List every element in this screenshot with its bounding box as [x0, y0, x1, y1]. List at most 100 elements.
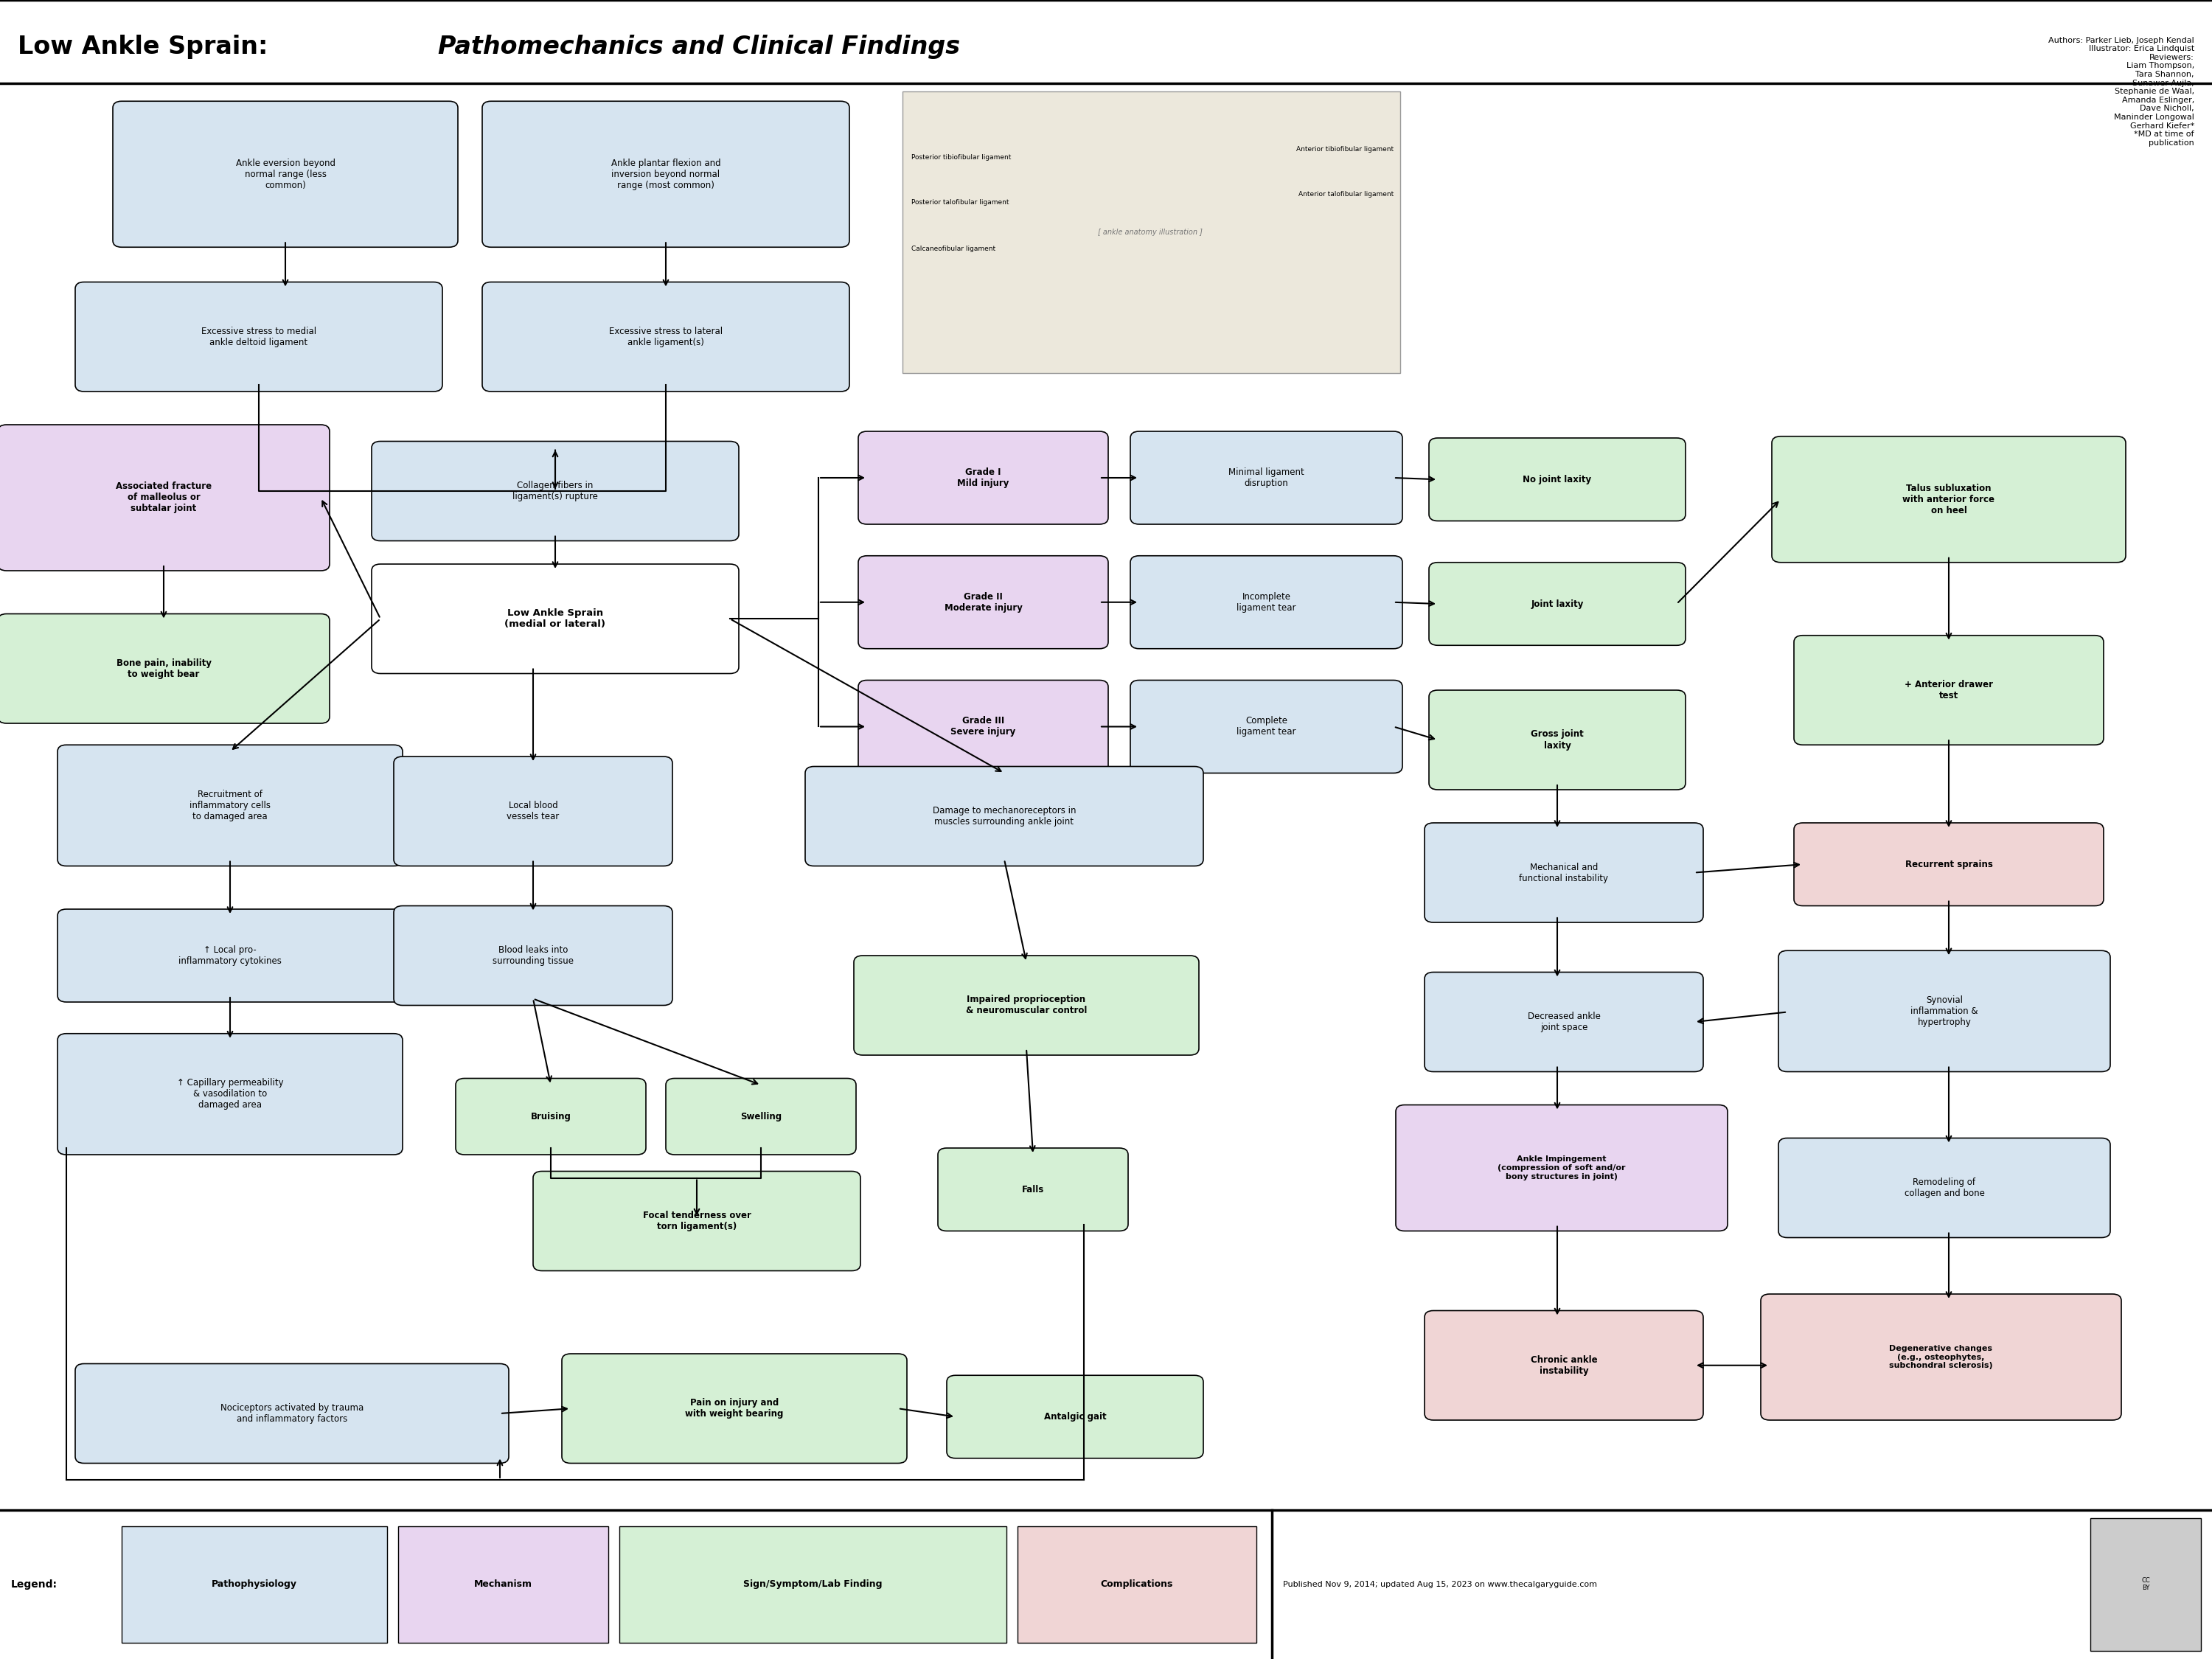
FancyBboxPatch shape — [902, 91, 1400, 373]
FancyBboxPatch shape — [1396, 1105, 1728, 1231]
FancyBboxPatch shape — [75, 1364, 509, 1463]
Text: Low Ankle Sprain
(medial or lateral): Low Ankle Sprain (medial or lateral) — [504, 609, 606, 629]
FancyBboxPatch shape — [122, 1526, 387, 1642]
Text: Ankle plantar flexion and
inversion beyond normal
range (most common): Ankle plantar flexion and inversion beyo… — [611, 158, 721, 191]
FancyBboxPatch shape — [1425, 823, 1703, 922]
FancyBboxPatch shape — [805, 766, 1203, 866]
Text: Mechanical and
functional instability: Mechanical and functional instability — [1520, 863, 1608, 883]
FancyBboxPatch shape — [0, 425, 330, 571]
FancyBboxPatch shape — [394, 757, 672, 866]
Text: Anterior tibiofibular ligament: Anterior tibiofibular ligament — [1296, 146, 1394, 153]
FancyBboxPatch shape — [1425, 972, 1703, 1072]
Text: Pathomechanics and Clinical Findings: Pathomechanics and Clinical Findings — [438, 35, 960, 58]
Text: Bone pain, inability
to weight bear: Bone pain, inability to weight bear — [115, 659, 212, 679]
Text: Damage to mechanoreceptors in
muscles surrounding ankle joint: Damage to mechanoreceptors in muscles su… — [933, 806, 1075, 826]
Text: Impaired proprioception
& neuromuscular control: Impaired proprioception & neuromuscular … — [967, 995, 1086, 1015]
FancyBboxPatch shape — [1429, 690, 1686, 790]
Text: Decreased ankle
joint space: Decreased ankle joint space — [1528, 1012, 1599, 1032]
Text: Pain on injury and
with weight bearing: Pain on injury and with weight bearing — [686, 1399, 783, 1418]
FancyBboxPatch shape — [398, 1526, 608, 1642]
Text: Posterior talofibular ligament: Posterior talofibular ligament — [911, 199, 1009, 206]
Text: Collagen fibers in
ligament(s) rupture: Collagen fibers in ligament(s) rupture — [513, 481, 597, 501]
FancyBboxPatch shape — [372, 564, 739, 674]
Text: + Anterior drawer
test: + Anterior drawer test — [1905, 680, 1993, 700]
FancyBboxPatch shape — [947, 1375, 1203, 1458]
Text: Falls: Falls — [1022, 1185, 1044, 1194]
Text: Incomplete
ligament tear: Incomplete ligament tear — [1237, 592, 1296, 612]
FancyBboxPatch shape — [858, 431, 1108, 524]
Text: Gross joint
laxity: Gross joint laxity — [1531, 730, 1584, 750]
Text: Mechanism: Mechanism — [473, 1579, 533, 1589]
FancyBboxPatch shape — [482, 282, 849, 392]
Text: Excessive stress to lateral
ankle ligament(s): Excessive stress to lateral ankle ligame… — [608, 327, 723, 347]
Text: Grade III
Severe injury: Grade III Severe injury — [951, 717, 1015, 737]
Text: CC
BY: CC BY — [2141, 1578, 2150, 1591]
Text: Excessive stress to medial
ankle deltoid ligament: Excessive stress to medial ankle deltoid… — [201, 327, 316, 347]
FancyBboxPatch shape — [456, 1078, 646, 1155]
FancyBboxPatch shape — [1429, 438, 1686, 521]
Text: Nociceptors activated by trauma
and inflammatory factors: Nociceptors activated by trauma and infl… — [221, 1404, 363, 1423]
Text: Complete
ligament tear: Complete ligament tear — [1237, 717, 1296, 737]
Text: No joint laxity: No joint laxity — [1522, 474, 1593, 484]
Text: ↑ Local pro-
inflammatory cytokines: ↑ Local pro- inflammatory cytokines — [179, 946, 281, 966]
FancyBboxPatch shape — [938, 1148, 1128, 1231]
FancyBboxPatch shape — [1130, 556, 1402, 649]
Text: Grade I
Mild injury: Grade I Mild injury — [958, 468, 1009, 488]
Text: Antalgic gait: Antalgic gait — [1044, 1412, 1106, 1422]
Text: Anterior talofibular ligament: Anterior talofibular ligament — [1298, 191, 1394, 197]
FancyBboxPatch shape — [75, 282, 442, 392]
Text: ↑ Capillary permeability
& vasodilation to
damaged area: ↑ Capillary permeability & vasodilation … — [177, 1078, 283, 1110]
FancyBboxPatch shape — [858, 680, 1108, 773]
FancyBboxPatch shape — [533, 1171, 860, 1271]
Text: Authors: Parker Lieb, Joseph Kendal
Illustrator: Erica Lindquist
Reviewers:
Liam: Authors: Parker Lieb, Joseph Kendal Illu… — [2048, 36, 2194, 146]
FancyBboxPatch shape — [1130, 431, 1402, 524]
Text: Focal tenderness over
torn ligament(s): Focal tenderness over torn ligament(s) — [644, 1211, 750, 1231]
Text: Local blood
vessels tear: Local blood vessels tear — [507, 801, 560, 821]
FancyBboxPatch shape — [372, 441, 739, 541]
Text: [ ankle anatomy illustration ]: [ ankle anatomy illustration ] — [1097, 229, 1203, 236]
Text: Grade II
Moderate injury: Grade II Moderate injury — [945, 592, 1022, 612]
Text: Synovial
inflammation &
hypertrophy: Synovial inflammation & hypertrophy — [1911, 995, 1978, 1027]
FancyBboxPatch shape — [1018, 1526, 1256, 1642]
FancyBboxPatch shape — [58, 1034, 403, 1155]
FancyBboxPatch shape — [1429, 562, 1686, 645]
Text: Degenerative changes
(e.g., osteophytes,
subchondral sclerosis): Degenerative changes (e.g., osteophytes,… — [1889, 1345, 1993, 1369]
FancyBboxPatch shape — [1778, 1138, 2110, 1238]
FancyBboxPatch shape — [858, 556, 1108, 649]
Text: Ankle Impingement
(compression of soft and/or
bony structures in joint): Ankle Impingement (compression of soft a… — [1498, 1156, 1626, 1180]
Text: Blood leaks into
surrounding tissue: Blood leaks into surrounding tissue — [493, 946, 573, 966]
FancyBboxPatch shape — [1425, 1311, 1703, 1420]
FancyBboxPatch shape — [58, 909, 403, 1002]
Text: Low Ankle Sprain:: Low Ankle Sprain: — [18, 35, 276, 58]
FancyBboxPatch shape — [482, 101, 849, 247]
Text: Ankle eversion beyond
normal range (less
common): Ankle eversion beyond normal range (less… — [234, 158, 336, 191]
FancyBboxPatch shape — [0, 614, 330, 723]
FancyBboxPatch shape — [1761, 1294, 2121, 1420]
Text: Bruising: Bruising — [531, 1112, 571, 1121]
FancyBboxPatch shape — [1772, 436, 2126, 562]
Text: Recurrent sprains: Recurrent sprains — [1905, 859, 1993, 869]
FancyBboxPatch shape — [1130, 680, 1402, 773]
FancyBboxPatch shape — [1794, 635, 2104, 745]
Text: Complications: Complications — [1102, 1579, 1172, 1589]
Text: Pathophysiology: Pathophysiology — [212, 1579, 296, 1589]
Text: Published Nov 9, 2014; updated Aug 15, 2023 on www.thecalgaryguide.com: Published Nov 9, 2014; updated Aug 15, 2… — [1283, 1581, 1597, 1588]
Text: Swelling: Swelling — [741, 1112, 781, 1121]
FancyBboxPatch shape — [394, 906, 672, 1005]
FancyBboxPatch shape — [1794, 823, 2104, 906]
Text: Recruitment of
inflammatory cells
to damaged area: Recruitment of inflammatory cells to dam… — [190, 790, 270, 821]
FancyBboxPatch shape — [854, 956, 1199, 1055]
FancyBboxPatch shape — [1778, 951, 2110, 1072]
FancyBboxPatch shape — [619, 1526, 1006, 1642]
FancyBboxPatch shape — [2090, 1518, 2201, 1651]
Text: Posterior tibiofibular ligament: Posterior tibiofibular ligament — [911, 154, 1011, 161]
Text: Chronic ankle
instability: Chronic ankle instability — [1531, 1355, 1597, 1375]
Text: Talus subluxation
with anterior force
on heel: Talus subluxation with anterior force on… — [1902, 483, 1995, 516]
FancyBboxPatch shape — [113, 101, 458, 247]
Text: Associated fracture
of malleolus or
subtalar joint: Associated fracture of malleolus or subt… — [115, 481, 212, 514]
FancyBboxPatch shape — [562, 1354, 907, 1463]
Text: Minimal ligament
disruption: Minimal ligament disruption — [1228, 468, 1305, 488]
Text: Calcaneofibular ligament: Calcaneofibular ligament — [911, 246, 995, 252]
FancyBboxPatch shape — [58, 745, 403, 866]
Text: Legend:: Legend: — [11, 1579, 58, 1589]
